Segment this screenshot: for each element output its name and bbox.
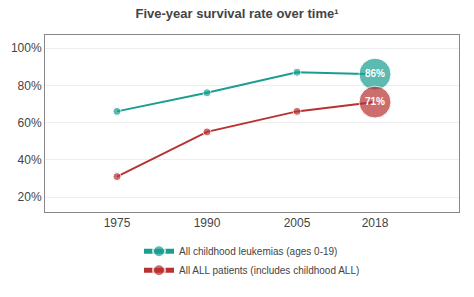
- svg-text:All childhood leukemias (ages: All childhood leukemias (ages 0-19): [179, 246, 337, 257]
- svg-text:71%: 71%: [365, 96, 385, 107]
- svg-text:2005: 2005: [284, 216, 311, 230]
- svg-text:60%: 60%: [18, 116, 42, 130]
- svg-text:All ALL patients (includes chi: All ALL patients (includes childhood ALL…: [179, 265, 359, 276]
- svg-text:80%: 80%: [18, 79, 42, 93]
- svg-text:40%: 40%: [18, 153, 42, 167]
- svg-text:1990: 1990: [194, 216, 221, 230]
- svg-text:86%: 86%: [365, 68, 385, 79]
- svg-text:20%: 20%: [18, 190, 42, 204]
- svg-text:1975: 1975: [104, 216, 131, 230]
- svg-text:100%: 100%: [11, 41, 42, 55]
- svg-text:Five-year survival rate over t: Five-year survival rate over time¹: [135, 6, 338, 21]
- svg-text:2018: 2018: [362, 216, 389, 230]
